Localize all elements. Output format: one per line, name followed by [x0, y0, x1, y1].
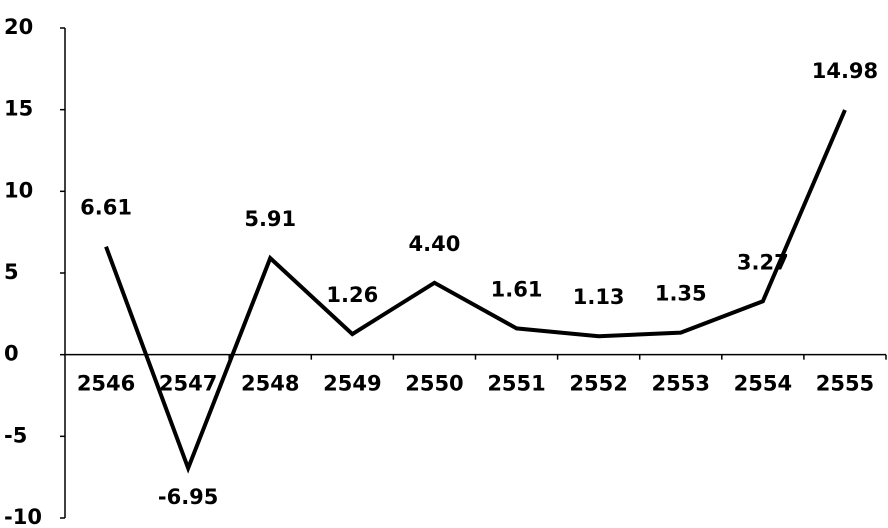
data-label: 6.61	[80, 196, 132, 220]
x-tick-label: 2546	[77, 372, 135, 396]
y-tick-label: -10	[4, 505, 42, 528]
x-tick-label: 2549	[323, 372, 381, 396]
x-tick-label: 2555	[816, 372, 874, 396]
y-tick-label: 0	[4, 342, 19, 366]
data-label: 14.98	[812, 59, 878, 83]
data-label: 1.61	[491, 277, 543, 301]
x-tick-label: 2554	[734, 372, 792, 396]
y-tick-label: 5	[4, 260, 19, 284]
data-label: 3.27	[737, 250, 789, 274]
data-label: -6.95	[158, 485, 219, 509]
x-tick-label: 2552	[569, 372, 627, 396]
data-label: 4.40	[409, 232, 461, 256]
x-tick-label: 2547	[159, 372, 217, 396]
x-tick-label: 2551	[487, 372, 545, 396]
data-label: 1.26	[326, 283, 378, 307]
data-label: 1.13	[573, 285, 625, 309]
data-line	[104, 109, 847, 474]
y-tick-label: 20	[4, 15, 33, 39]
data-label: 5.91	[244, 207, 296, 231]
x-tick-label: 2550	[405, 372, 463, 396]
y-tick-label: 10	[4, 178, 33, 202]
y-tick-label: 15	[4, 97, 33, 121]
x-tick-label: 2553	[652, 372, 710, 396]
x-tick-label: 2548	[241, 372, 299, 396]
y-tick-label: -5	[4, 423, 27, 447]
data-label: 1.35	[655, 282, 707, 306]
